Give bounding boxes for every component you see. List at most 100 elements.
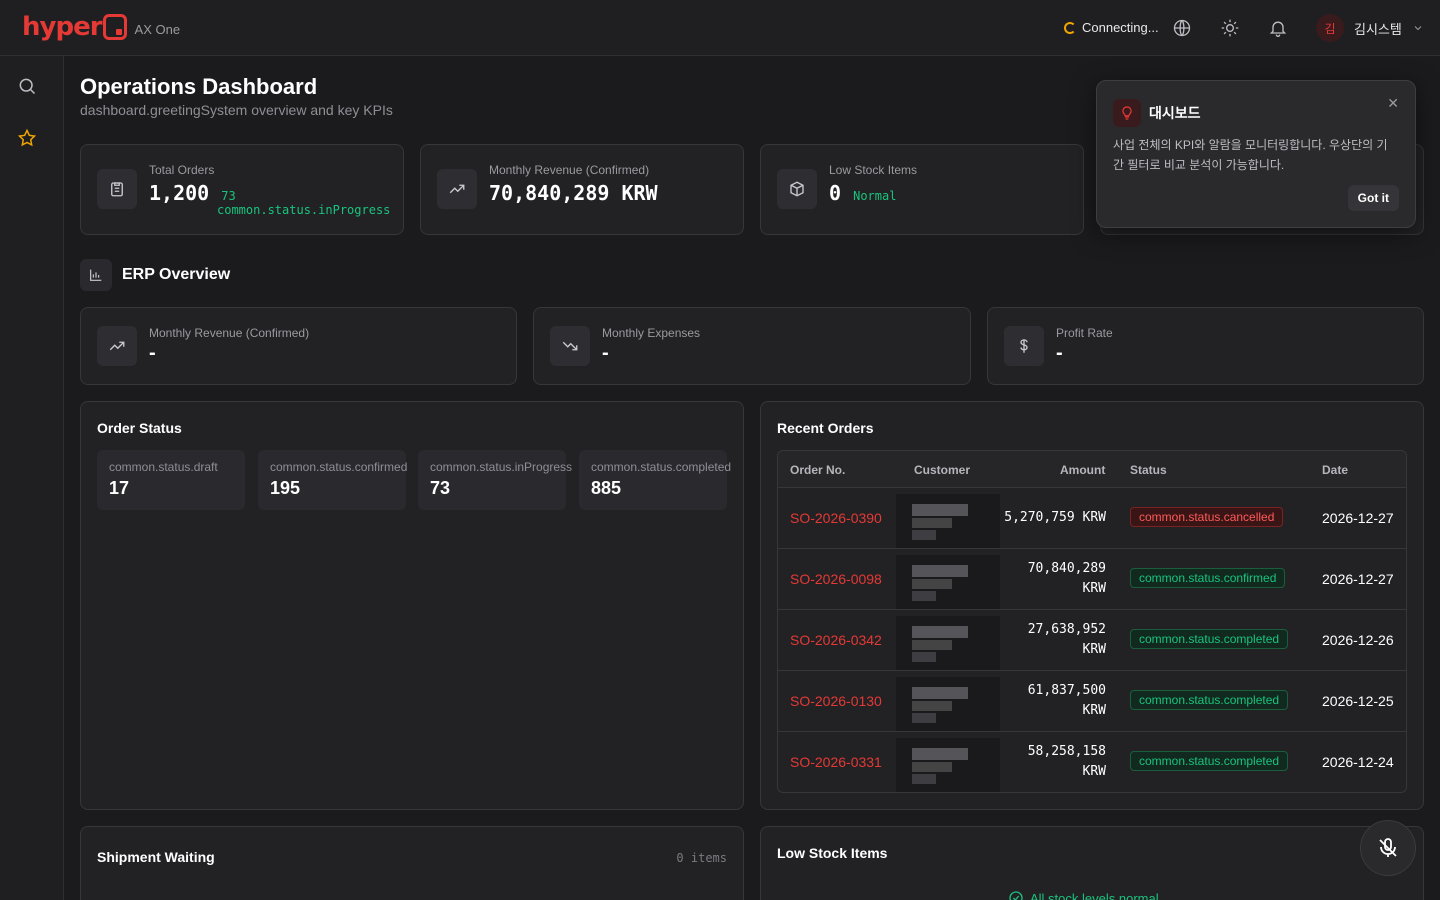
order-number[interactable]: SO-2026-0130 xyxy=(790,693,882,709)
amount-currency: KRW xyxy=(1082,703,1106,718)
user-menu[interactable]: 김 김시스템 xyxy=(1316,14,1424,42)
recent-orders-panel: Recent Orders Order No. Customer Amount … xyxy=(760,401,1424,810)
status-value: 195 xyxy=(270,478,301,498)
table-row[interactable]: SO-2026-0331 58,258,158 KRW common.statu… xyxy=(778,732,1406,792)
trending-down-icon xyxy=(550,326,590,366)
status-box-completed[interactable]: common.status.completed 885 xyxy=(579,450,731,510)
order-number[interactable]: SO-2026-0390 xyxy=(790,510,882,526)
col-amount[interactable]: Amount xyxy=(1060,463,1106,477)
col-status[interactable]: Status xyxy=(1130,463,1167,477)
status-label: common.status.confirmed xyxy=(270,460,408,474)
mic-off-button[interactable] xyxy=(1360,820,1416,876)
avatar: 김 xyxy=(1316,14,1344,42)
status-box-in-progress[interactable]: common.status.inProgress 73 xyxy=(418,450,572,510)
top-bar: hyper AX One Connecting... 김 김시스템 xyxy=(0,0,1440,56)
table-row[interactable]: SO-2026-0130 61,837,500 KRW common.statu… xyxy=(778,671,1406,732)
amount-value: 27,638,952 xyxy=(1027,622,1106,637)
amount-value: 58,258,158 xyxy=(1027,744,1106,759)
customer-redacted xyxy=(896,555,1000,609)
low-stock-panel: Low Stock Items xyxy=(760,826,1424,900)
order-date: 2026-12-27 xyxy=(1322,510,1394,526)
order-status-panel: Order Status common.status.draft 17 comm… xyxy=(80,401,744,810)
kpi-card-low-stock: Low Stock Items 0 Normal xyxy=(760,144,1084,235)
close-icon[interactable]: ✕ xyxy=(1387,95,1399,111)
col-date[interactable]: Date xyxy=(1322,463,1349,477)
table-header: Order No. Customer Amount Status Date xyxy=(778,451,1406,488)
stock-normal-text: All stock levels normal xyxy=(1030,890,1159,900)
chevron-down-icon xyxy=(1414,26,1422,31)
erp-section-title: ERP Overview xyxy=(122,266,231,283)
kpi-label: Low Stock Items xyxy=(829,163,918,177)
tour-tooltip: 대시보드 ✕ 사업 전체의 KPI와 알람을 모니터링합니다. 우상단의 기간 … xyxy=(1096,80,1416,228)
erp-value: - xyxy=(602,342,609,364)
shipment-count: 0 items xyxy=(676,851,727,865)
search-icon[interactable] xyxy=(17,76,37,96)
amount-value: 61,837,500 xyxy=(1027,683,1106,698)
order-date: 2026-12-25 xyxy=(1322,693,1394,709)
kpi-extra-label: Normal xyxy=(853,189,897,203)
table-row[interactable]: SO-2026-0098 70,840,289 KRW common.statu… xyxy=(778,549,1406,610)
erp-card-expenses: Monthly Expenses - xyxy=(533,307,971,385)
logo[interactable]: hyper AX One xyxy=(22,12,180,42)
status-value: 885 xyxy=(591,478,622,498)
star-icon[interactable] xyxy=(17,128,37,148)
amount-currency: KRW xyxy=(1082,764,1106,779)
table-row[interactable]: SO-2026-0342 27,638,952 KRW common.statu… xyxy=(778,610,1406,671)
panel-title: Low Stock Items xyxy=(777,845,888,861)
status-box-confirmed[interactable]: common.status.confirmed 195 xyxy=(258,450,408,510)
kpi-label: Total Orders xyxy=(149,163,215,177)
got-it-button[interactable]: Got it xyxy=(1347,185,1399,211)
app-name: AX One xyxy=(134,21,181,37)
erp-card-profit: Profit Rate - xyxy=(987,307,1424,385)
bell-icon[interactable] xyxy=(1268,18,1288,38)
check-circle-icon xyxy=(1009,891,1023,900)
tour-title: 대시보드 xyxy=(1149,105,1201,121)
box-icon xyxy=(777,169,817,209)
order-number[interactable]: SO-2026-0342 xyxy=(790,632,882,648)
kpi-extra-count: 73 xyxy=(221,189,236,203)
kpi-value: 0 Normal xyxy=(829,181,896,205)
status-value: 73 xyxy=(430,478,451,498)
customer-redacted xyxy=(896,677,1000,731)
status-label: common.status.completed xyxy=(591,460,732,474)
order-number[interactable]: SO-2026-0098 xyxy=(790,571,882,587)
col-customer[interactable]: Customer xyxy=(914,463,971,477)
erp-card-revenue: Monthly Revenue (Confirmed) - xyxy=(80,307,517,385)
table-row[interactable]: SO-2026-0390 5,270,759 KRW common.status… xyxy=(778,488,1406,549)
spinner-icon xyxy=(1064,21,1076,34)
connection-status-text: Connecting... xyxy=(1082,20,1159,35)
erp-label: Profit Rate xyxy=(1056,326,1113,340)
order-date: 2026-12-24 xyxy=(1322,754,1394,770)
sun-icon[interactable] xyxy=(1220,18,1240,38)
kpi-value: 1,200 73 xyxy=(149,181,236,205)
globe-icon[interactable] xyxy=(1172,18,1192,38)
status-label: common.status.draft xyxy=(109,460,218,474)
order-date: 2026-12-27 xyxy=(1322,571,1394,587)
tour-body: 사업 전체의 KPI와 알람을 모니터링합니다. 우상단의 기간 필터로 비교 … xyxy=(1113,138,1388,172)
erp-section-header: ERP Overview xyxy=(80,259,230,291)
status-badge: common.status.completed xyxy=(1130,690,1289,710)
status-badge: common.status.cancelled xyxy=(1130,507,1284,527)
status-value: 17 xyxy=(109,478,130,498)
status-badge: common.status.completed xyxy=(1130,629,1289,649)
col-order-no[interactable]: Order No. xyxy=(790,463,846,477)
order-number[interactable]: SO-2026-0331 xyxy=(790,754,882,770)
kpi-card-total-orders: Total Orders 1,200 73 common.status.inPr… xyxy=(80,144,404,235)
status-badge: common.status.completed xyxy=(1130,751,1289,771)
sidebar xyxy=(0,56,64,900)
amount-value: 70,840,289 xyxy=(1027,561,1106,576)
status-label: common.status.inProgress xyxy=(430,460,573,474)
recent-orders-table: Order No. Customer Amount Status Date SO… xyxy=(777,450,1407,793)
panel-title: Shipment Waiting xyxy=(97,849,215,865)
connection-status: Connecting... xyxy=(1064,20,1159,35)
lightbulb-icon xyxy=(1113,99,1141,127)
stock-normal-message: All stock levels normal xyxy=(1008,890,1159,900)
amount-currency: KRW xyxy=(1082,642,1106,657)
erp-label: Monthly Revenue (Confirmed) xyxy=(149,326,310,340)
panel-title: Order Status xyxy=(97,420,182,436)
trending-up-icon xyxy=(97,326,137,366)
status-box-draft[interactable]: common.status.draft 17 xyxy=(97,450,245,510)
customer-redacted xyxy=(896,494,1000,548)
kpi-card-monthly-revenue: Monthly Revenue (Confirmed) 70,840,289 K… xyxy=(420,144,744,235)
dollar-icon xyxy=(1004,326,1044,366)
